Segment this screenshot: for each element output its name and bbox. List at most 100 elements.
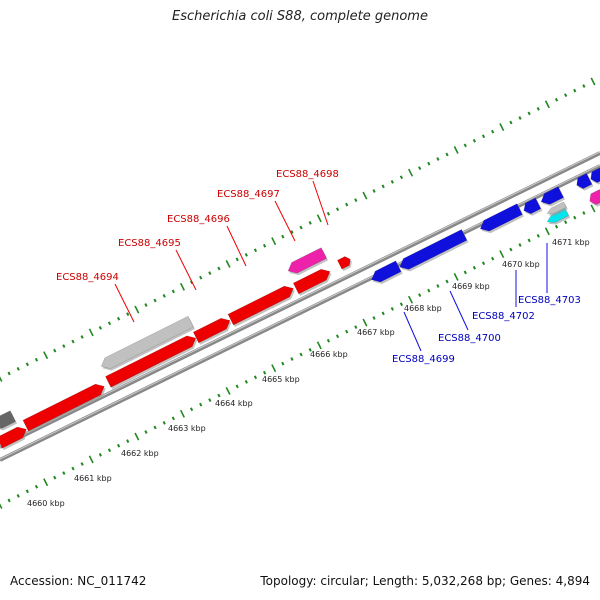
gene-reverse bbox=[540, 186, 566, 207]
gene-label-forward: ECS88_4694 bbox=[56, 272, 119, 283]
upper-tick bbox=[316, 214, 322, 223]
lower-tick bbox=[445, 279, 449, 284]
lower-tick bbox=[7, 498, 11, 503]
upper-tick bbox=[34, 357, 39, 362]
tick-label: 4661 kbp bbox=[74, 474, 112, 483]
tick-label: 4666 kbp bbox=[310, 350, 348, 359]
lower-tick bbox=[564, 220, 568, 225]
lower-tick bbox=[554, 224, 559, 229]
gene-forward bbox=[227, 285, 295, 328]
upper-tick bbox=[71, 339, 75, 344]
upper-tick bbox=[554, 97, 559, 102]
lower-tick bbox=[162, 421, 166, 425]
upper-tick bbox=[491, 129, 495, 134]
lower-tick bbox=[345, 329, 349, 334]
lower-tick bbox=[107, 448, 112, 453]
lower-tick bbox=[208, 398, 212, 402]
upper-tick bbox=[499, 123, 505, 132]
upper-tick bbox=[582, 84, 586, 88]
gene-forward bbox=[292, 268, 332, 296]
gene-label-forward: ECS88_4697 bbox=[217, 189, 280, 200]
lower-tick bbox=[126, 439, 130, 444]
genome-summary-text: Topology: circular; Length: 5,032,268 bp… bbox=[260, 574, 590, 588]
lower-tick bbox=[590, 204, 596, 213]
lower-tick bbox=[16, 493, 20, 498]
gene-forward bbox=[105, 335, 198, 390]
lower-tick bbox=[362, 318, 368, 327]
upper-tick bbox=[544, 100, 550, 109]
upper-tick bbox=[299, 225, 303, 230]
lower-tick bbox=[399, 302, 404, 307]
upper-tick bbox=[345, 202, 349, 207]
gene-label-reverse: ECS88_4703 bbox=[518, 295, 581, 306]
tick-label: 4662 kbp bbox=[121, 449, 159, 458]
upper-tick bbox=[427, 161, 431, 166]
tick-label: 4670 kbp bbox=[502, 260, 540, 269]
tick-label: 4663 kbp bbox=[168, 424, 206, 433]
upper-tick bbox=[463, 143, 467, 148]
upper-tick bbox=[445, 152, 449, 157]
gene-arrow bbox=[227, 285, 294, 326]
gene-reverse bbox=[590, 167, 600, 185]
gene-reverse bbox=[371, 260, 403, 284]
upper-tick bbox=[7, 371, 11, 376]
label-leader bbox=[114, 283, 135, 323]
gene-arrow bbox=[292, 268, 331, 295]
lower-tick bbox=[499, 250, 505, 259]
lower-tick bbox=[153, 425, 157, 430]
upper-tick bbox=[171, 289, 175, 294]
upper-tick bbox=[590, 77, 596, 86]
upper-tick bbox=[208, 271, 212, 275]
map-title: Escherichia coli S88, complete genome bbox=[172, 9, 428, 24]
lower-tick bbox=[299, 352, 303, 357]
upper-tick bbox=[271, 237, 277, 246]
lower-tick bbox=[217, 393, 221, 398]
upper-tick bbox=[107, 321, 112, 326]
upper-tick bbox=[518, 116, 522, 120]
lower-tick bbox=[171, 416, 175, 421]
lower-tick bbox=[80, 462, 84, 466]
upper-tick bbox=[372, 189, 376, 193]
lower-tick bbox=[116, 443, 121, 448]
upper-tick bbox=[162, 294, 166, 298]
tick-label: 4671 kbp bbox=[552, 238, 590, 247]
upper-tick bbox=[573, 88, 577, 93]
upper-tick bbox=[144, 303, 148, 307]
tick-label: 4667 kbp bbox=[357, 328, 395, 337]
tick-label: 4668 kbp bbox=[404, 304, 442, 313]
gene-label-forward: ECS88_4696 bbox=[167, 214, 230, 225]
lower-tick bbox=[88, 455, 94, 464]
lower-tick bbox=[244, 379, 248, 384]
upper-tick bbox=[126, 312, 130, 317]
upper-tick bbox=[354, 198, 358, 202]
lower-tick bbox=[481, 261, 486, 266]
upper-tick bbox=[253, 248, 258, 253]
gene-forward bbox=[336, 256, 352, 272]
lower-tick bbox=[335, 334, 340, 339]
label-leader bbox=[175, 249, 197, 291]
upper-tick bbox=[481, 134, 486, 139]
gene-arrow bbox=[22, 383, 105, 432]
labels: 4660 kbp 4661 kbp 4662 kbp 4663 kbp 4664 kbp… bbox=[27, 169, 590, 508]
gene-arrow bbox=[479, 203, 523, 232]
lower-tick bbox=[453, 272, 459, 281]
upper-tick bbox=[53, 348, 57, 353]
lower-tick bbox=[491, 256, 495, 261]
gene-arrow bbox=[287, 247, 327, 274]
lower-tick bbox=[463, 270, 467, 275]
gene-forward bbox=[22, 383, 106, 434]
tick-label: 4660 kbp bbox=[27, 499, 65, 508]
lower-tick bbox=[290, 357, 294, 361]
gene-arrow bbox=[192, 317, 231, 344]
upper-tick bbox=[536, 106, 540, 111]
upper-tick bbox=[153, 298, 157, 303]
gene-forward bbox=[192, 317, 232, 345]
gene-reverse bbox=[523, 197, 543, 216]
lower-tick bbox=[326, 338, 331, 343]
upper-tick bbox=[290, 230, 294, 234]
gene-features bbox=[0, 167, 600, 451]
upper-tick bbox=[62, 344, 66, 348]
gene-arrow bbox=[576, 173, 593, 189]
upper-tick bbox=[362, 191, 368, 200]
tick-marks bbox=[0, 77, 596, 509]
